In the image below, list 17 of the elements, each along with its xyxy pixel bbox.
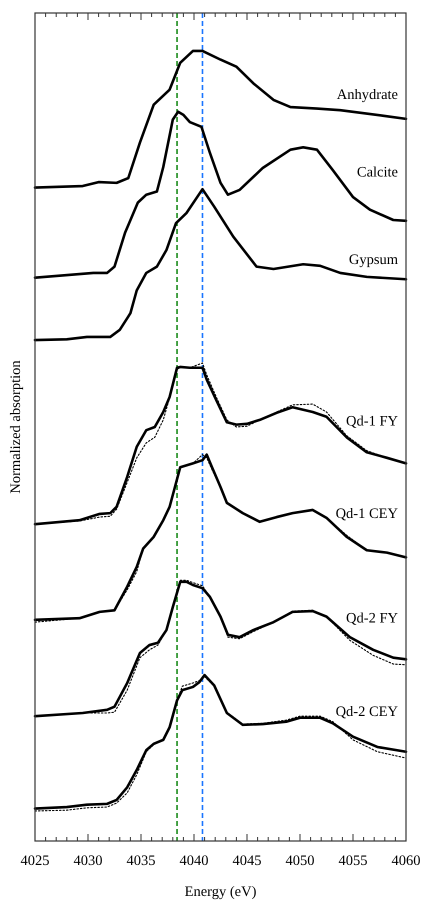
x-axis-title: Energy (eV) (184, 884, 257, 900)
x-tick-label: 4045 (232, 853, 262, 869)
series-label: Qd-1 CEY (336, 506, 399, 522)
x-tick-label: 4055 (338, 853, 368, 869)
series-label: Qd-2 FY (346, 610, 399, 627)
series-label: Anhydrate (336, 86, 398, 103)
x-tick-label: 4035 (126, 853, 156, 869)
series-label: Calcite (356, 164, 398, 180)
x-tick-label: 4060 (392, 853, 420, 869)
series-label: Gypsum (348, 252, 399, 268)
x-tick-label: 4050 (286, 853, 314, 869)
x-tick-label: 4030 (74, 853, 102, 869)
x-tick-label: 4040 (180, 853, 208, 869)
x-tick-label: 4025 (20, 853, 50, 869)
series-label: Qd-2 CEY (336, 704, 399, 720)
y-axis-title: Normalized absorption (8, 360, 24, 494)
series-label: Qd-1 FY (346, 413, 399, 430)
